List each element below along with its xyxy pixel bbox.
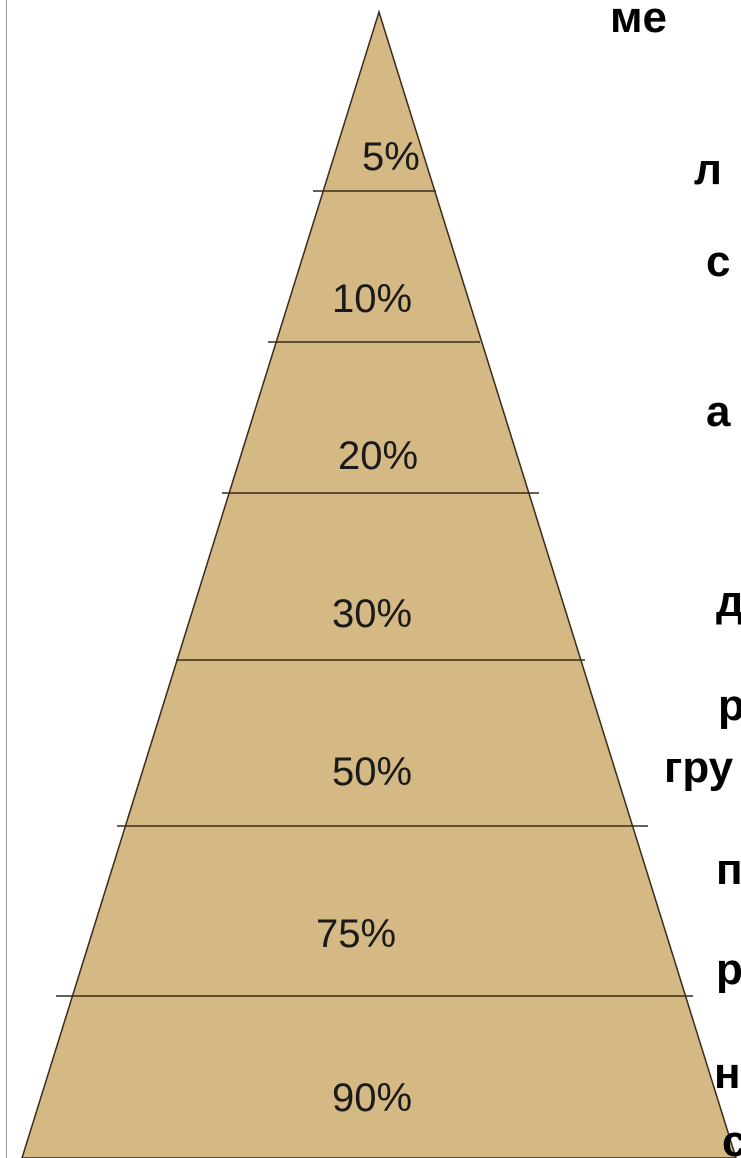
side-text-line: р	[716, 945, 741, 994]
side-text-line: н	[714, 1049, 741, 1098]
pyramid-level-label: 10%	[332, 277, 412, 321]
pyramid-level-label: 75%	[316, 912, 396, 956]
side-text-line: п	[716, 845, 741, 894]
side-text-line: гру	[664, 743, 734, 792]
pyramid-level-label: 5%	[362, 135, 420, 179]
pyramid-shape	[21, 9, 737, 1158]
side-text-line: ме	[610, 0, 668, 42]
side-text-line: р	[718, 681, 741, 730]
pyramid-level-label: 30%	[332, 592, 412, 636]
pyramid-level-label: 90%	[332, 1076, 412, 1120]
side-text-line: с	[722, 1117, 741, 1158]
pyramid-level-label: 50%	[332, 750, 412, 794]
side-text-line: д	[716, 577, 741, 626]
slide-left-border	[6, 0, 7, 1158]
side-text-line: с	[706, 237, 731, 286]
pyramid-level-label: 20%	[338, 434, 418, 478]
side-text-line: л	[694, 145, 722, 194]
side-text-line: а	[706, 387, 731, 436]
